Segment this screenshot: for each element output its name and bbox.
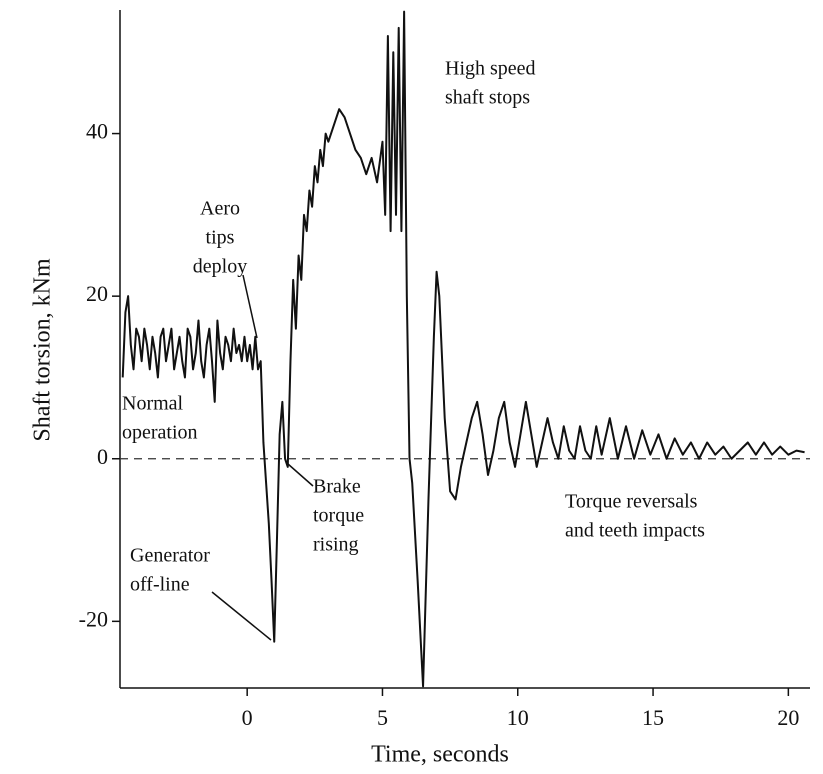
arrow: [287, 463, 314, 487]
y-tick-label: 40: [86, 119, 108, 144]
annotation: Torque reversals: [565, 491, 698, 513]
y-tick-label: 20: [86, 281, 108, 306]
x-axis-label: Time, seconds: [371, 742, 509, 768]
y-axis-label: Shaft torsion, kNm: [30, 258, 56, 442]
annotation: torque: [313, 505, 364, 527]
annotation: Generator: [130, 545, 210, 567]
annotation: Aero: [200, 198, 240, 220]
annotation: High speed: [445, 58, 536, 80]
annotation: shaft stops: [445, 87, 530, 109]
annotation: operation: [122, 422, 198, 444]
annotation: Brake: [313, 476, 361, 498]
x-tick-label: 5: [377, 705, 388, 730]
arrow: [211, 591, 272, 641]
annotation: off-line: [130, 574, 190, 596]
x-tick-label: 0: [242, 705, 253, 730]
x-tick-label: 20: [777, 705, 799, 730]
arrow: [242, 274, 258, 339]
x-tick-label: 10: [507, 705, 529, 730]
x-tick-label: 15: [642, 705, 664, 730]
annotation: tips: [206, 227, 235, 249]
annotation: rising: [313, 534, 359, 556]
y-tick-label: -20: [79, 606, 108, 631]
arrows: [211, 274, 314, 641]
annotation: Normal: [122, 393, 184, 415]
annotation: deploy: [193, 256, 247, 278]
data-line: [121, 10, 805, 688]
y-tick-label: 0: [97, 444, 108, 469]
annotation: and teeth impacts: [565, 520, 705, 542]
